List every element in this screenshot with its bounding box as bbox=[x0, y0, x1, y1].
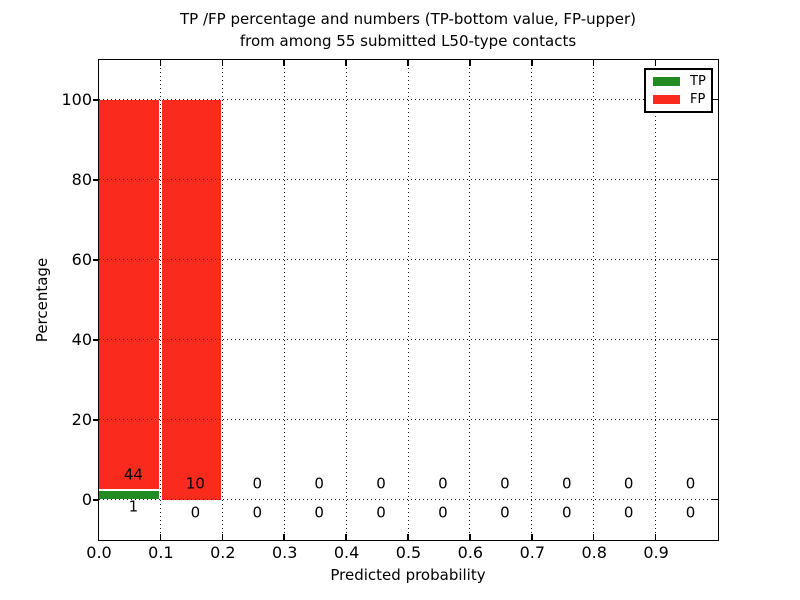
x-tick-label: 0.7 bbox=[519, 543, 546, 562]
tp-count-label: 1 bbox=[128, 497, 139, 515]
x-tick bbox=[654, 533, 657, 540]
legend-item-tp: TP bbox=[653, 75, 711, 88]
y-tick bbox=[93, 179, 99, 181]
x-tick bbox=[407, 533, 409, 540]
fp-count-label: 44 bbox=[123, 465, 143, 484]
tp-count-label: 0 bbox=[685, 503, 696, 521]
grid-line-y bbox=[98, 499, 718, 500]
x-axis-label: Predicted probability bbox=[330, 566, 486, 584]
legend-label-tp: TP bbox=[690, 73, 706, 89]
tp-count-label: 0 bbox=[623, 503, 634, 521]
x-tick-label: 0.4 bbox=[333, 543, 360, 562]
x-tick-top bbox=[407, 59, 409, 66]
x-tick-top bbox=[159, 59, 162, 66]
y-tick-right bbox=[711, 178, 718, 181]
fp-count-label: 0 bbox=[252, 474, 263, 492]
x-tick-label: 0.9 bbox=[643, 543, 669, 562]
fp-count-label: 0 bbox=[685, 474, 696, 492]
x-tick bbox=[592, 533, 595, 540]
grid-line-x bbox=[221, 59, 223, 540]
y-tick-label: 80 bbox=[71, 170, 92, 189]
x-tick bbox=[469, 533, 471, 540]
chart-title-line1: TP /FP percentage and numbers (TP-bottom… bbox=[180, 10, 636, 28]
x-tick bbox=[345, 533, 347, 540]
y-tick-label: 40 bbox=[71, 330, 92, 349]
tp-count-label: 0 bbox=[500, 503, 510, 521]
grid-line-x bbox=[655, 59, 657, 540]
tp-legend-swatch-icon bbox=[653, 76, 680, 86]
x-tick-label: 0.5 bbox=[395, 543, 422, 562]
grid-line-x bbox=[469, 59, 471, 540]
fp-count-label: 10 bbox=[185, 474, 205, 492]
y-tick bbox=[93, 419, 99, 421]
tp-count-label: 0 bbox=[438, 503, 448, 521]
grid-line-x bbox=[159, 59, 161, 540]
x-tick-top bbox=[592, 59, 595, 66]
y-tick-right bbox=[711, 338, 718, 341]
fp-count-label: 0 bbox=[314, 474, 324, 492]
grid-line-x bbox=[345, 59, 347, 540]
grid-line-x bbox=[593, 59, 595, 540]
fp-count-label: 0 bbox=[376, 474, 386, 492]
legend-label-fp: FP bbox=[690, 92, 706, 108]
x-tick-label: 0.8 bbox=[581, 543, 607, 562]
grid-line-x bbox=[531, 59, 533, 540]
tp-count-label: 0 bbox=[252, 503, 263, 521]
grid-line-y bbox=[98, 339, 718, 340]
x-tick bbox=[283, 533, 285, 540]
x-tick bbox=[531, 533, 533, 540]
bar-fp bbox=[98, 99, 160, 490]
grid-line-y bbox=[98, 419, 718, 420]
x-tick-top bbox=[654, 59, 657, 66]
y-axis-label: Percentage bbox=[33, 257, 51, 343]
x-tick-label: 0.2 bbox=[210, 543, 236, 562]
fp-legend-swatch-icon bbox=[653, 95, 680, 105]
tp-count-label: 0 bbox=[190, 503, 201, 521]
y-tick-label: 100 bbox=[61, 90, 92, 109]
y-tick-right bbox=[711, 98, 718, 101]
tp-count-label: 0 bbox=[314, 503, 324, 521]
grid-line-y bbox=[98, 99, 718, 100]
fp-count-label: 0 bbox=[438, 474, 448, 492]
x-tick-top bbox=[469, 59, 471, 66]
plot-area: 44 1 10 0 0 0 0 0 0 0 0 0 0 0 0 0 0 0 0 0 bbox=[97, 58, 719, 541]
grid-line-x bbox=[407, 59, 409, 540]
grid-line-y bbox=[98, 259, 718, 260]
tp-count-label: 0 bbox=[561, 503, 572, 521]
x-tick-top bbox=[221, 59, 224, 66]
legend: TP FP bbox=[644, 68, 713, 113]
grid-line-x bbox=[283, 59, 285, 540]
fp-count-label: 0 bbox=[561, 474, 572, 492]
x-tick-label: 0.0 bbox=[86, 543, 112, 562]
y-tick bbox=[93, 99, 99, 101]
x-tick-label: 0.3 bbox=[271, 543, 298, 562]
y-tick bbox=[93, 339, 99, 341]
x-tick-top bbox=[283, 59, 285, 66]
x-tick-top bbox=[531, 59, 533, 66]
y-tick-label: 60 bbox=[71, 250, 92, 269]
y-tick bbox=[93, 259, 99, 261]
x-tick bbox=[221, 533, 224, 540]
fp-count-label: 0 bbox=[623, 474, 634, 492]
chart-title-line2: from among 55 submitted L50-type contact… bbox=[239, 32, 577, 50]
x-tick-label: 0.6 bbox=[457, 543, 484, 562]
fp-count-label: 0 bbox=[500, 474, 510, 492]
y-tick-right bbox=[711, 498, 718, 501]
grid-line-y bbox=[98, 179, 718, 180]
x-tick-label: 0.1 bbox=[148, 543, 174, 562]
y-tick-label: 0 bbox=[81, 490, 92, 509]
legend-item-fp: FP bbox=[653, 93, 711, 106]
x-tick bbox=[159, 533, 162, 540]
x-tick-top bbox=[345, 59, 347, 66]
bar-fp bbox=[161, 99, 222, 500]
y-tick-right bbox=[711, 258, 718, 261]
y-tick bbox=[93, 499, 99, 501]
tp-count-label: 0 bbox=[376, 503, 386, 521]
y-tick-label: 20 bbox=[71, 410, 92, 429]
y-tick-right bbox=[711, 418, 718, 421]
bar-tp bbox=[98, 490, 160, 500]
